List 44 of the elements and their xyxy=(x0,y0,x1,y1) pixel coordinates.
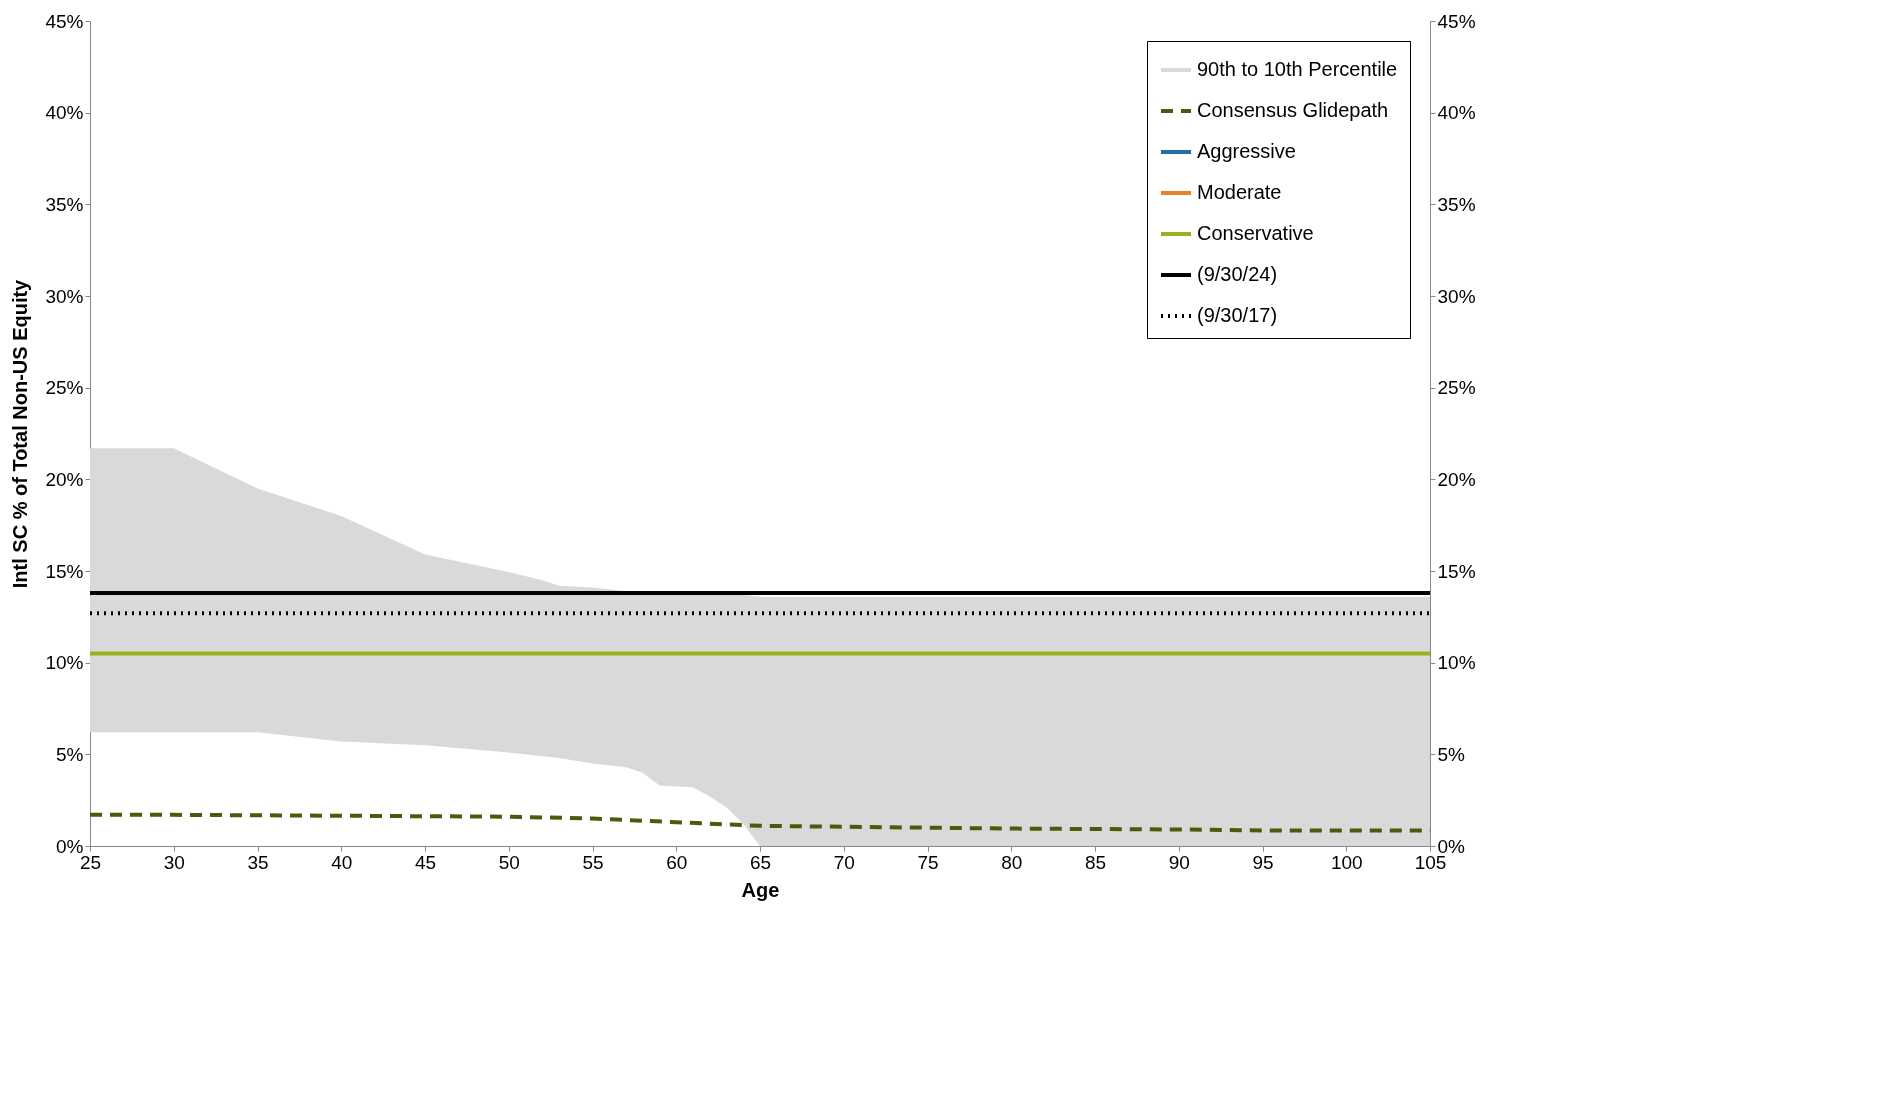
y2-tick-label: 25% xyxy=(1437,377,1476,399)
y2-tick-label: 15% xyxy=(1437,560,1476,582)
y-tick-label: 5% xyxy=(56,743,84,765)
y2-tick-label: 40% xyxy=(1437,102,1476,124)
legend-label: Aggressive xyxy=(1197,140,1296,162)
x-tick-label: 80 xyxy=(1001,851,1023,873)
y-tick-label: 25% xyxy=(45,377,84,399)
y-tick-label: 35% xyxy=(45,193,84,215)
y-tick-label: 15% xyxy=(45,560,84,582)
y2-tick-label: 45% xyxy=(1437,10,1476,32)
x-tick-label: 100 xyxy=(1330,851,1363,873)
legend-label: 90th to 10th Percentile xyxy=(1197,58,1398,80)
y2-tick-label: 20% xyxy=(1437,468,1476,490)
y-tick-label: 10% xyxy=(45,652,84,674)
y-tick-label: 0% xyxy=(56,835,84,857)
y2-tick-label: 10% xyxy=(1437,652,1476,674)
x-tick-label: 95 xyxy=(1252,851,1274,873)
y-tick-label: 30% xyxy=(45,285,84,307)
x-tick-label: 50 xyxy=(498,851,520,873)
y2-tick-label: 0% xyxy=(1437,835,1466,857)
y2-tick-label: 5% xyxy=(1437,743,1466,765)
x-tick-label: 90 xyxy=(1168,851,1190,873)
x-tick-label: 70 xyxy=(833,851,855,873)
x-tick-label: 65 xyxy=(749,851,772,873)
x-tick-label: 40 xyxy=(331,851,353,873)
x-tick-label: 60 xyxy=(666,851,688,873)
y-tick-label: 20% xyxy=(45,468,84,490)
legend-label: (9/30/17) xyxy=(1197,304,1278,326)
legend-label: (9/30/24) xyxy=(1197,263,1278,285)
x-tick-label: 75 xyxy=(917,851,939,873)
x-tick-label: 45 xyxy=(414,851,437,873)
x-tick-label: 30 xyxy=(163,851,185,873)
y2-tick-label: 30% xyxy=(1437,285,1476,307)
x-tick-label: 85 xyxy=(1084,851,1107,873)
legend-label: Conservative xyxy=(1197,222,1314,244)
y-axis-title: Intl SC % of Total Non-US Equity xyxy=(9,278,32,589)
legend-label: Moderate xyxy=(1197,181,1282,203)
y-tick-label: 45% xyxy=(45,10,84,32)
x-tick-label: 55 xyxy=(582,851,604,873)
y-tick-label: 40% xyxy=(45,102,84,124)
y2-tick-label: 35% xyxy=(1437,193,1476,215)
legend-label: Consensus Glidepath xyxy=(1197,99,1389,121)
x-tick-label: 35 xyxy=(247,851,269,873)
x-axis-title: Age xyxy=(741,878,780,901)
